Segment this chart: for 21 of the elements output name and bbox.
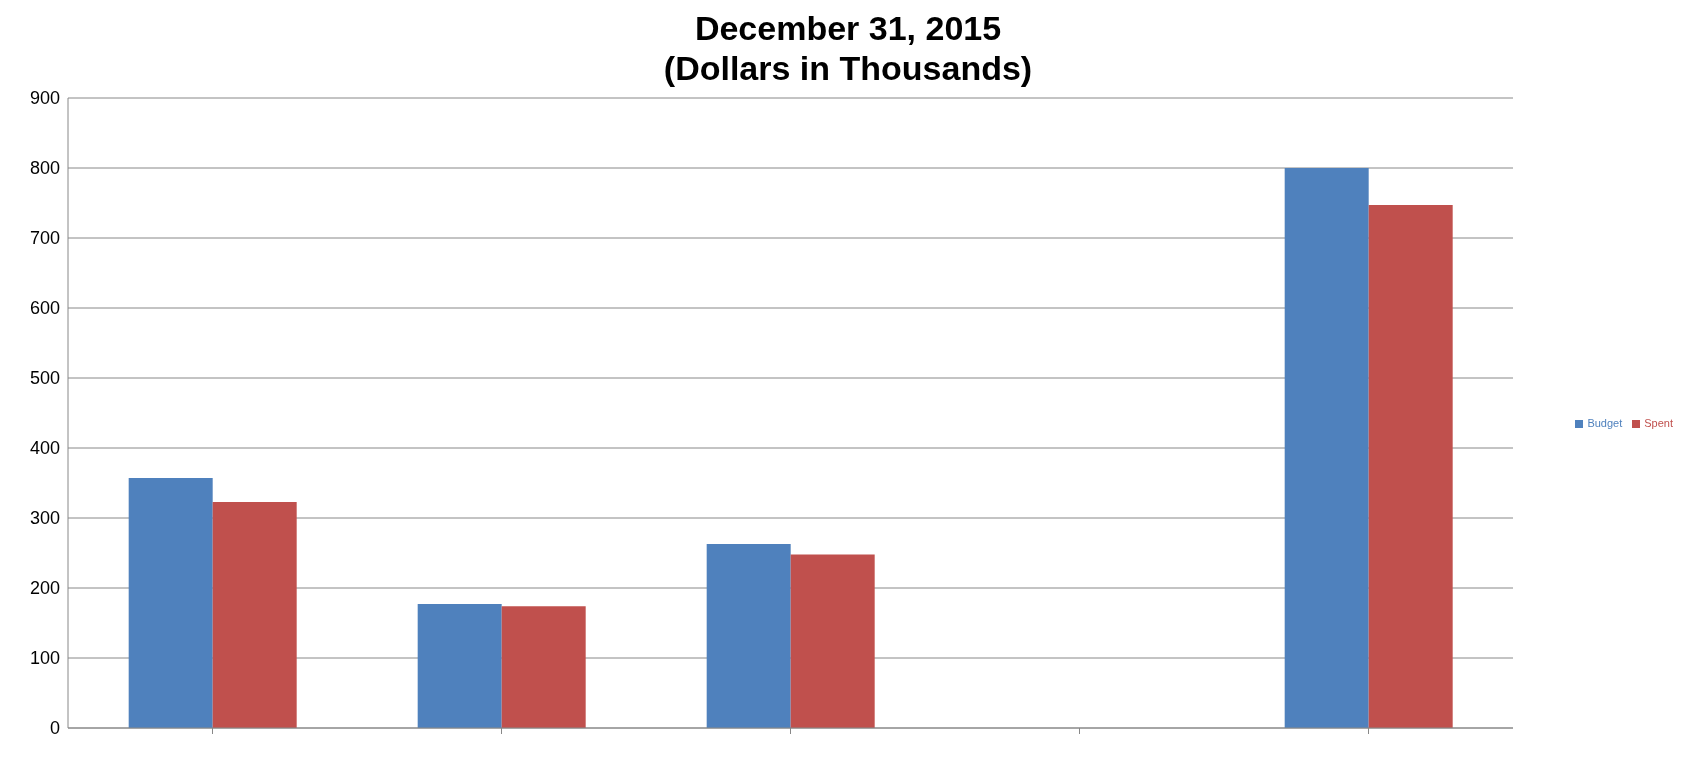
legend-label: Budget <box>1587 417 1623 429</box>
y-tick-label: 200 <box>29 578 60 599</box>
bar <box>501 606 586 728</box>
y-tick-label: 400 <box>29 438 60 459</box>
bar <box>1284 168 1369 728</box>
y-tick-label: 800 <box>29 158 60 179</box>
y-tick-label: 500 <box>29 368 60 389</box>
y-tick-label: 0 <box>49 718 60 739</box>
y-tick-label: 900 <box>29 88 60 109</box>
bar <box>128 478 213 728</box>
bar <box>417 604 502 728</box>
y-tick-label: 600 <box>29 298 60 319</box>
chart-title: December 31, 2015 (Dollars in Thousands) <box>662 8 1034 88</box>
bar <box>1368 205 1453 728</box>
y-tick-label: 300 <box>29 508 60 529</box>
bar <box>212 501 297 728</box>
bar <box>706 543 791 728</box>
y-tick-label: 100 <box>29 648 60 669</box>
legend-label: Spent <box>1644 417 1673 429</box>
bar <box>790 554 875 728</box>
y-tick-label: 700 <box>29 228 60 249</box>
